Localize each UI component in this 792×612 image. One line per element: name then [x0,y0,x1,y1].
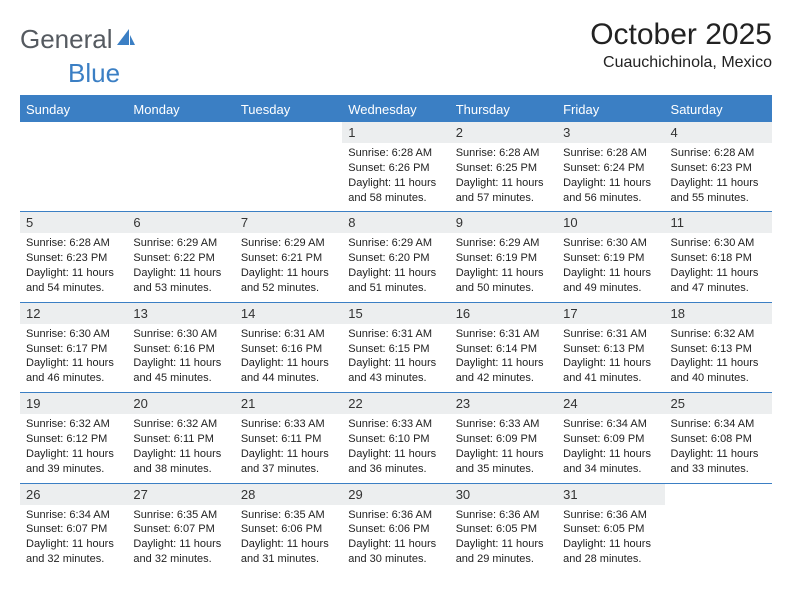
day-info-cell: Sunrise: 6:36 AMSunset: 6:06 PMDaylight:… [342,505,449,573]
location: Cuauchichinola, Mexico [590,54,772,72]
logo-text-2: Blue [68,58,120,89]
day-info-cell: Sunrise: 6:28 AMSunset: 6:26 PMDaylight:… [342,143,449,212]
calendar-table: SundayMondayTuesdayWednesdayThursdayFrid… [20,97,772,573]
day-info-cell: Sunrise: 6:31 AMSunset: 6:14 PMDaylight:… [450,324,557,393]
day-number-cell [20,122,127,143]
day-number-cell: 4 [665,122,772,143]
day-info-cell: Sunrise: 6:32 AMSunset: 6:11 PMDaylight:… [127,414,234,483]
logo-sail-icon [115,27,137,47]
week-daynum-row: 567891011 [20,212,772,234]
day-number-cell [665,483,772,505]
day-info-cell: Sunrise: 6:28 AMSunset: 6:25 PMDaylight:… [450,143,557,212]
day-info-cell: Sunrise: 6:28 AMSunset: 6:23 PMDaylight:… [20,233,127,302]
day-number-cell: 17 [557,302,664,324]
day-number-cell: 24 [557,393,664,415]
day-number-cell [127,122,234,143]
day-number-cell: 20 [127,393,234,415]
day-number-cell: 15 [342,302,449,324]
day-info-cell: Sunrise: 6:30 AMSunset: 6:17 PMDaylight:… [20,324,127,393]
day-info-cell: Sunrise: 6:35 AMSunset: 6:06 PMDaylight:… [235,505,342,573]
day-info-cell: Sunrise: 6:29 AMSunset: 6:21 PMDaylight:… [235,233,342,302]
logo-text-1: General [20,24,113,55]
day-header: Tuesday [235,97,342,122]
day-header: Friday [557,97,664,122]
day-info-cell: Sunrise: 6:28 AMSunset: 6:23 PMDaylight:… [665,143,772,212]
day-info-cell: Sunrise: 6:31 AMSunset: 6:16 PMDaylight:… [235,324,342,393]
week-info-row: Sunrise: 6:32 AMSunset: 6:12 PMDaylight:… [20,414,772,483]
week-info-row: Sunrise: 6:30 AMSunset: 6:17 PMDaylight:… [20,324,772,393]
day-number-cell: 6 [127,212,234,234]
day-info-cell: Sunrise: 6:30 AMSunset: 6:16 PMDaylight:… [127,324,234,393]
day-info-cell: Sunrise: 6:32 AMSunset: 6:12 PMDaylight:… [20,414,127,483]
day-info-cell: Sunrise: 6:28 AMSunset: 6:24 PMDaylight:… [557,143,664,212]
logo: General [20,18,137,55]
day-number-cell: 27 [127,483,234,505]
day-number-cell: 25 [665,393,772,415]
day-header: Sunday [20,97,127,122]
day-number-cell: 26 [20,483,127,505]
day-info-cell: Sunrise: 6:36 AMSunset: 6:05 PMDaylight:… [557,505,664,573]
day-info-cell: Sunrise: 6:33 AMSunset: 6:09 PMDaylight:… [450,414,557,483]
day-number-cell: 23 [450,393,557,415]
day-info-cell [127,143,234,212]
day-info-cell: Sunrise: 6:29 AMSunset: 6:20 PMDaylight:… [342,233,449,302]
day-info-cell: Sunrise: 6:31 AMSunset: 6:13 PMDaylight:… [557,324,664,393]
day-number-cell: 8 [342,212,449,234]
day-number-cell: 29 [342,483,449,505]
day-header-row: SundayMondayTuesdayWednesdayThursdayFrid… [20,97,772,122]
title-block: October 2025 Cuauchichinola, Mexico [590,18,772,72]
day-info-cell: Sunrise: 6:33 AMSunset: 6:11 PMDaylight:… [235,414,342,483]
day-number-cell: 5 [20,212,127,234]
day-number-cell: 21 [235,393,342,415]
day-info-cell: Sunrise: 6:35 AMSunset: 6:07 PMDaylight:… [127,505,234,573]
day-number-cell: 3 [557,122,664,143]
day-info-cell: Sunrise: 6:31 AMSunset: 6:15 PMDaylight:… [342,324,449,393]
day-number-cell: 19 [20,393,127,415]
week-daynum-row: 1234 [20,122,772,143]
day-number-cell: 10 [557,212,664,234]
day-number-cell: 22 [342,393,449,415]
day-info-cell: Sunrise: 6:32 AMSunset: 6:13 PMDaylight:… [665,324,772,393]
week-info-row: Sunrise: 6:28 AMSunset: 6:23 PMDaylight:… [20,233,772,302]
week-daynum-row: 12131415161718 [20,302,772,324]
day-number-cell: 16 [450,302,557,324]
day-info-cell [665,505,772,573]
day-info-cell [20,143,127,212]
day-info-cell: Sunrise: 6:29 AMSunset: 6:22 PMDaylight:… [127,233,234,302]
day-number-cell: 14 [235,302,342,324]
day-number-cell: 13 [127,302,234,324]
day-number-cell: 28 [235,483,342,505]
day-number-cell: 2 [450,122,557,143]
week-info-row: Sunrise: 6:34 AMSunset: 6:07 PMDaylight:… [20,505,772,573]
day-number-cell: 11 [665,212,772,234]
week-info-row: Sunrise: 6:28 AMSunset: 6:26 PMDaylight:… [20,143,772,212]
month-title: October 2025 [590,18,772,52]
day-header: Saturday [665,97,772,122]
day-number-cell: 12 [20,302,127,324]
day-info-cell: Sunrise: 6:34 AMSunset: 6:09 PMDaylight:… [557,414,664,483]
day-number-cell: 30 [450,483,557,505]
day-info-cell: Sunrise: 6:30 AMSunset: 6:19 PMDaylight:… [557,233,664,302]
day-info-cell [235,143,342,212]
day-info-cell: Sunrise: 6:29 AMSunset: 6:19 PMDaylight:… [450,233,557,302]
day-number-cell: 9 [450,212,557,234]
day-info-cell: Sunrise: 6:33 AMSunset: 6:10 PMDaylight:… [342,414,449,483]
day-number-cell: 31 [557,483,664,505]
week-daynum-row: 19202122232425 [20,393,772,415]
day-number-cell: 18 [665,302,772,324]
day-info-cell: Sunrise: 6:34 AMSunset: 6:07 PMDaylight:… [20,505,127,573]
day-number-cell [235,122,342,143]
week-daynum-row: 262728293031 [20,483,772,505]
day-info-cell: Sunrise: 6:36 AMSunset: 6:05 PMDaylight:… [450,505,557,573]
day-number-cell: 1 [342,122,449,143]
day-header: Thursday [450,97,557,122]
day-header: Wednesday [342,97,449,122]
day-header: Monday [127,97,234,122]
day-number-cell: 7 [235,212,342,234]
day-info-cell: Sunrise: 6:34 AMSunset: 6:08 PMDaylight:… [665,414,772,483]
day-info-cell: Sunrise: 6:30 AMSunset: 6:18 PMDaylight:… [665,233,772,302]
